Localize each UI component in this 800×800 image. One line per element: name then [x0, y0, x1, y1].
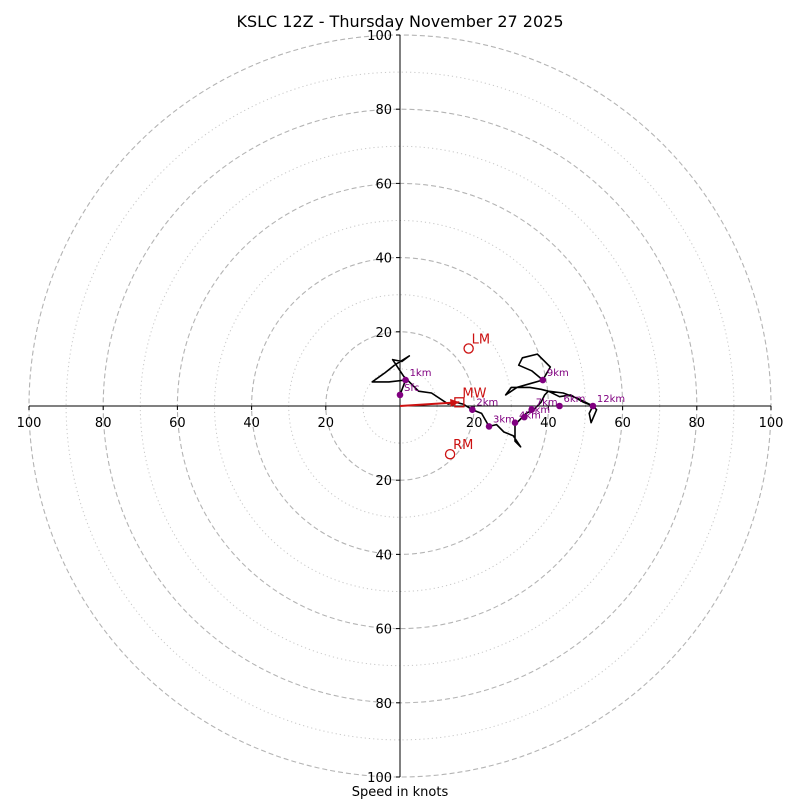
storm-marker-LM: [463, 343, 474, 354]
height-label-5km: 5km: [528, 405, 550, 416]
x-tick-label: 60: [614, 416, 631, 431]
height-label-Sfc: Sfc: [404, 383, 419, 394]
hodograph-trace-line: [371, 353, 598, 448]
height-label-7km: 7km: [536, 398, 558, 409]
height-label-6km: 6km: [564, 394, 586, 405]
y-tick-label: 60: [375, 177, 392, 192]
x-tick-label: 20: [318, 416, 335, 431]
x-tick-label: 20: [466, 416, 483, 431]
wind-trace: [371, 353, 598, 448]
y-tick-label: 60: [375, 623, 392, 638]
height-marker-6km: [556, 402, 563, 410]
storm-label-LM: LM: [472, 332, 490, 347]
y-tick-label: 80: [375, 103, 392, 118]
tick-labels: 100 80 60 40 20 20 40 60 80 100 100 80 60 40 20 20 40 60 8…: [17, 29, 784, 786]
height-label-9km: 9km: [547, 368, 569, 379]
x-tick-label: 100: [759, 416, 784, 431]
height-label-2km: 2km: [476, 398, 498, 409]
height-marker-Sfc: [396, 391, 404, 399]
x-axis-label: Speed in knots: [352, 785, 449, 800]
storm-label-RM: RM: [453, 438, 473, 453]
height-marker-4km: [511, 419, 519, 426]
y-tick-label: 20: [375, 326, 392, 341]
height-label-12km: 12km: [597, 394, 625, 405]
x-tick-label: 40: [243, 416, 260, 431]
x-tick-label: 40: [540, 416, 557, 431]
storm-motion-markers: LM MW RM: [399, 332, 490, 460]
y-tick-label: 100: [367, 29, 392, 44]
storm-label-MW: MW: [462, 386, 486, 401]
height-label-3km: 3km: [493, 414, 515, 425]
height-marker-7km: [528, 406, 536, 414]
x-tick-label: 80: [689, 416, 706, 431]
y-tick-label: 40: [375, 252, 392, 267]
height-marker-9km: [539, 376, 547, 384]
height-marker-3km: [485, 423, 493, 430]
chart-title: KSLC 12Z - Thursday November 27 2025: [236, 12, 563, 31]
height-marker-12km: [589, 402, 597, 410]
x-tick-label: 60: [169, 416, 186, 431]
y-tick-label: 100: [367, 771, 392, 786]
height-label-1km: 1km: [410, 368, 432, 379]
storm-marker-RM: [444, 448, 456, 460]
height-marker-1km: [402, 376, 409, 384]
height-label-4km: 4km: [519, 411, 541, 422]
shear-vector-line: [399, 401, 460, 407]
height-marker-5km: [520, 413, 528, 421]
y-tick-label: 40: [375, 548, 392, 563]
storm-marker-MW: [454, 397, 465, 408]
x-tick-label: 100: [17, 416, 42, 431]
height-marker-2km: [469, 406, 476, 414]
y-tick-label: 80: [375, 697, 392, 712]
y-tick-label: 20: [375, 474, 392, 489]
x-tick-label: 80: [95, 416, 112, 431]
